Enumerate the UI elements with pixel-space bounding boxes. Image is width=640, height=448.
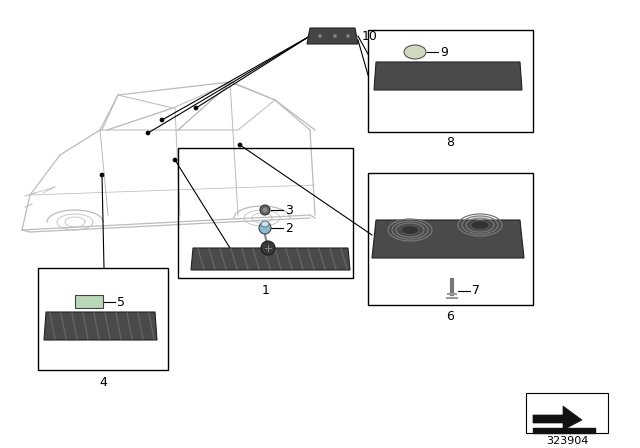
Circle shape: [346, 34, 350, 38]
Text: 6: 6: [447, 310, 454, 323]
Ellipse shape: [401, 225, 419, 234]
Text: 7: 7: [472, 284, 480, 297]
Ellipse shape: [404, 45, 426, 59]
Text: 3: 3: [285, 203, 293, 216]
Bar: [368, 30, 533, 132]
Polygon shape: [372, 220, 524, 258]
Circle shape: [318, 34, 322, 38]
Bar: [368, 173, 533, 305]
Text: 8: 8: [447, 135, 454, 148]
Ellipse shape: [471, 220, 489, 229]
Text: 10: 10: [362, 30, 378, 43]
Circle shape: [260, 205, 270, 215]
Text: 2: 2: [285, 221, 293, 234]
Text: 9: 9: [440, 46, 448, 59]
Circle shape: [160, 118, 164, 122]
Bar: [38, 268, 168, 370]
Bar: [75, 295, 103, 308]
Text: 1: 1: [262, 284, 269, 297]
Bar: [526, 393, 608, 433]
Circle shape: [262, 207, 268, 213]
Ellipse shape: [261, 221, 269, 227]
Polygon shape: [307, 28, 358, 44]
Text: 5: 5: [117, 296, 125, 309]
Bar: [178, 148, 353, 278]
Circle shape: [173, 158, 177, 162]
Text: 4: 4: [99, 375, 107, 388]
Circle shape: [333, 34, 337, 38]
Circle shape: [146, 131, 150, 135]
Circle shape: [100, 173, 104, 177]
Circle shape: [259, 222, 271, 234]
Polygon shape: [191, 248, 350, 270]
Text: 323904: 323904: [546, 436, 588, 446]
Circle shape: [261, 241, 275, 255]
Polygon shape: [533, 406, 582, 430]
Circle shape: [238, 143, 242, 147]
Polygon shape: [44, 312, 157, 340]
Circle shape: [194, 106, 198, 110]
Polygon shape: [374, 62, 522, 90]
